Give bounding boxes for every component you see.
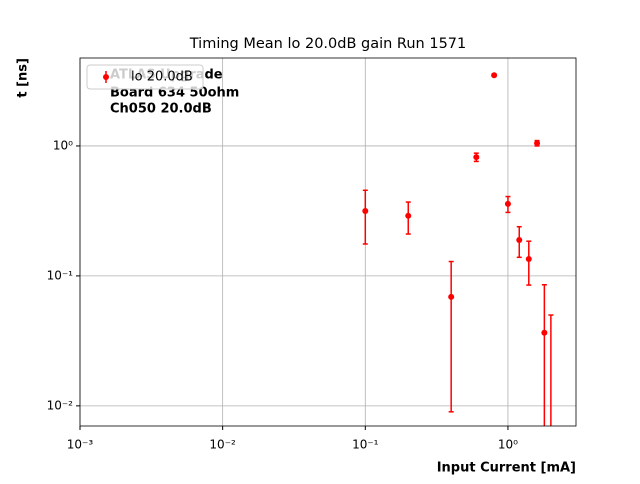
x-tick-label: 10⁻³: [67, 438, 94, 452]
legend-box: [86, 64, 204, 90]
point: [504, 200, 511, 207]
point: [405, 212, 412, 219]
legend: lo 20.0dB: [86, 64, 204, 90]
point: [362, 207, 369, 214]
y-tick-label: 10⁰: [53, 138, 73, 152]
x-axis-label: Input Current [mA]: [437, 461, 576, 476]
plot-area: [362, 72, 554, 426]
y-tick-label: 10⁻¹: [47, 268, 74, 282]
point: [525, 255, 532, 262]
point: [516, 236, 523, 243]
point: [473, 154, 480, 161]
point: [541, 329, 548, 336]
y-axis-label: t [ns]: [16, 58, 31, 98]
axes-frame: [79, 57, 577, 427]
annotation: Ch050 20.0dB: [110, 102, 212, 117]
point: [491, 72, 498, 79]
x-tick-label: 10⁰: [498, 438, 518, 452]
point: [534, 140, 541, 147]
point: [448, 293, 455, 300]
legend-label: lo 20.0dB: [131, 70, 193, 85]
x-tick-label: 10⁻¹: [352, 438, 379, 452]
x-tick-label: 10⁻²: [209, 438, 236, 452]
y-tick-label: 10⁻²: [47, 398, 74, 412]
chart-title: Timing Mean lo 20.0dB gain Run 1571: [189, 36, 467, 52]
legend-marker: [103, 74, 109, 80]
